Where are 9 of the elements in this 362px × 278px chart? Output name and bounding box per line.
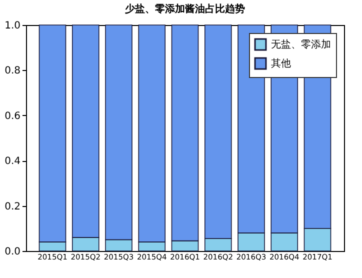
y-tick-label: 0.4 [4,156,20,168]
legend-label: 无盐、零添加 [271,38,331,50]
y-tick-label: 0.8 [4,66,20,77]
chart-title: 少盐、零添加酱油占比趋势 [124,3,245,15]
legend-label: 其他 [271,58,291,70]
y-tick-label: 0.2 [4,201,20,212]
y-tick-label: 0.6 [4,110,20,122]
y-tick-label: 0.0 [4,246,20,258]
y-tick-label: 1.0 [4,20,20,32]
